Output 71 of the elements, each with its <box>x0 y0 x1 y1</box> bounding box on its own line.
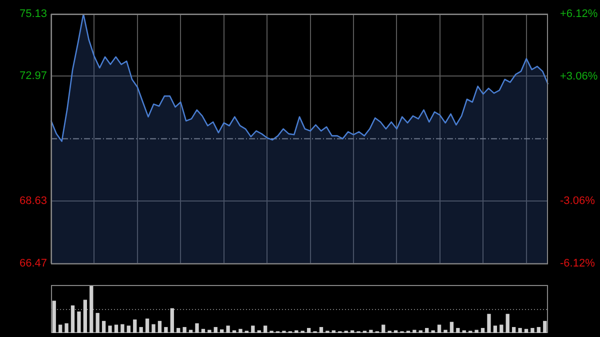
bar <box>214 327 218 333</box>
bar <box>232 330 236 333</box>
bar <box>456 328 460 333</box>
bar <box>176 328 180 333</box>
bar <box>96 312 100 333</box>
bar <box>90 286 94 333</box>
bar <box>226 326 230 333</box>
bar <box>306 328 311 333</box>
bar <box>530 328 534 333</box>
bar <box>58 324 62 333</box>
bar <box>536 327 541 333</box>
bar <box>152 324 156 333</box>
bar <box>251 326 255 333</box>
y2-tick-label: -3.06% <box>560 195 596 208</box>
bar <box>108 326 112 333</box>
y-tick-label: 66.47 <box>19 257 47 270</box>
bar <box>145 318 150 333</box>
bar <box>70 305 75 333</box>
bar <box>126 326 130 333</box>
bar <box>480 328 485 333</box>
bar <box>431 330 435 333</box>
bar <box>506 314 510 333</box>
bar <box>518 328 522 333</box>
bar <box>437 324 442 333</box>
y-tick-label: 75.13 <box>19 8 47 20</box>
bar <box>133 320 137 333</box>
bar <box>543 320 547 333</box>
bar <box>158 320 162 333</box>
bar <box>450 322 454 333</box>
bar <box>382 324 386 333</box>
bar <box>474 330 478 333</box>
bar <box>487 314 491 333</box>
bar <box>264 326 268 333</box>
bar <box>394 330 398 333</box>
bar <box>102 320 106 333</box>
bar <box>412 330 416 333</box>
bar <box>220 329 224 333</box>
bar <box>238 328 242 333</box>
bar <box>462 330 466 333</box>
y2-tick-label: +3.06% <box>560 70 598 82</box>
bar <box>52 300 56 333</box>
bar <box>201 328 206 333</box>
y2-tick-label: -6.12% <box>560 257 596 270</box>
bar <box>188 330 193 333</box>
bar <box>77 312 81 333</box>
bar <box>208 330 212 333</box>
bar <box>139 327 143 333</box>
bar <box>350 330 354 333</box>
bar <box>257 330 261 333</box>
bar <box>369 330 373 333</box>
bar <box>524 328 528 333</box>
bar <box>294 330 298 333</box>
bar <box>493 326 498 333</box>
bar <box>64 323 68 333</box>
bar <box>444 330 448 333</box>
bar <box>182 327 186 333</box>
bar <box>120 324 124 333</box>
bar <box>500 324 504 333</box>
bar <box>425 328 429 333</box>
y-tick-label: 72.97 <box>19 70 47 82</box>
bar <box>418 330 422 333</box>
bar <box>195 323 199 333</box>
bar <box>83 300 87 333</box>
bar <box>512 327 516 333</box>
bar <box>319 327 324 333</box>
bar <box>332 330 336 333</box>
bar <box>114 324 118 333</box>
y2-tick-label: +6.12% <box>560 8 598 20</box>
bar <box>164 327 168 333</box>
bar <box>170 308 174 333</box>
y-tick-label: 68.63 <box>19 195 47 208</box>
